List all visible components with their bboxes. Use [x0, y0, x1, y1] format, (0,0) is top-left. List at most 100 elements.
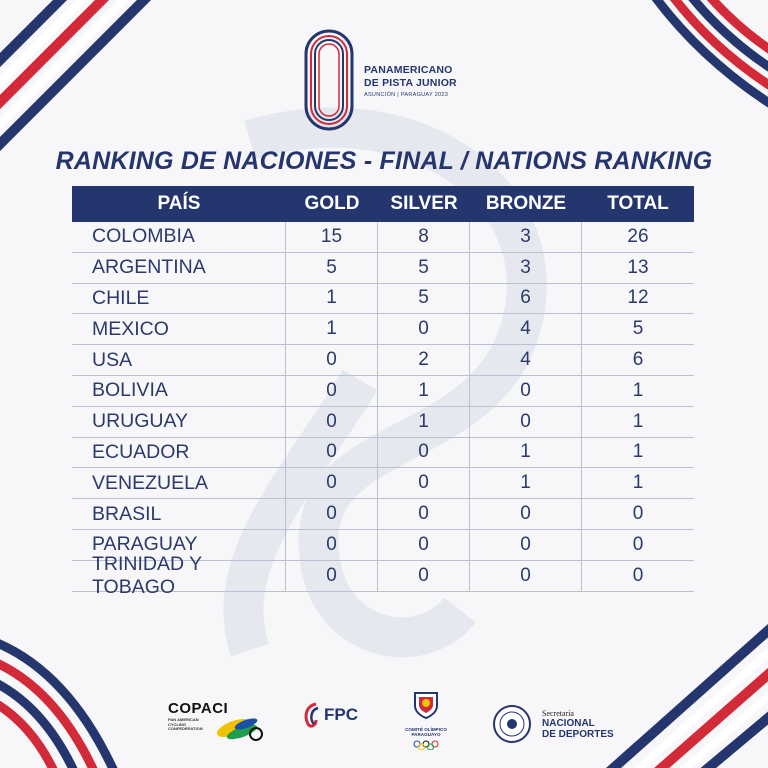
header-total: TOTAL: [607, 193, 669, 214]
snd-line3: DE DEPORTES: [542, 728, 614, 740]
cell-total: 1: [632, 410, 644, 432]
cell-bronze: 0: [470, 375, 582, 406]
cell-total: 0: [632, 564, 644, 586]
cell-bronze: 0: [470, 499, 582, 529]
table-row: ARGENTINA 5 5 3 13: [72, 252, 694, 284]
cell-gold: 0: [286, 560, 378, 591]
event-logo-line1: PANAMERICANO: [364, 64, 453, 76]
header-silver: SILVER: [390, 193, 458, 214]
table-row: TRINIDAD Y TOBAGO 0 0 0 0: [72, 553, 694, 598]
header-bronze: BRONZE: [485, 193, 567, 214]
cell-total: 12: [627, 287, 649, 309]
cell-total: 0: [632, 533, 644, 555]
cell-silver: 0: [378, 314, 470, 345]
table-row: CHILE 1 5 6 12: [72, 283, 694, 315]
cell-country: USA: [72, 345, 286, 375]
cell-gold: 0: [286, 345, 378, 375]
table-header: PAÍS GOLD SILVER BRONZE TOTAL: [72, 186, 694, 222]
copaci-logo: COPACI PAN AMERICAN CYCLING CONFEDERATIO…: [168, 700, 263, 741]
cell-bronze: 6: [470, 283, 582, 314]
cell-total: 13: [627, 256, 649, 278]
header-gold: GOLD: [304, 193, 360, 214]
cell-total: 26: [627, 225, 649, 247]
cell-silver: 2: [378, 345, 470, 375]
cell-bronze: 0: [470, 406, 582, 437]
cell-total: 6: [632, 349, 644, 371]
cell-total: 5: [632, 318, 644, 340]
table-row: PARAGUAY 0 0 0 0: [72, 529, 694, 561]
cell-country: MEXICO: [72, 314, 286, 345]
coparag-logo: COMITÉ OLÍMPICO PARAGUAYO: [396, 690, 456, 755]
cell-gold: 0: [286, 499, 378, 529]
cell-gold: 0: [286, 437, 378, 468]
velodrome-logo-icon: [304, 29, 354, 131]
cell-country: VENEZUELA: [72, 468, 286, 499]
cell-country: BOLIVIA: [72, 375, 286, 406]
cell-silver: 1: [378, 375, 470, 406]
table-row: USA 0 2 4 6: [72, 345, 694, 376]
copaci-name: COPACI: [168, 700, 229, 717]
cell-silver: 5: [378, 252, 470, 283]
cell-silver: 0: [378, 437, 470, 468]
cell-gold: 0: [286, 375, 378, 406]
cell-total: 1: [632, 441, 644, 463]
lion-shield-icon: [414, 692, 438, 720]
header-country: PAÍS: [157, 193, 201, 214]
cell-total: 0: [632, 503, 644, 525]
cell-bronze: 0: [470, 529, 582, 560]
coparag-text: COMITÉ OLÍMPICO PARAGUAYO: [405, 727, 447, 738]
cell-silver: 0: [378, 529, 470, 560]
cell-silver: 5: [378, 283, 470, 314]
event-logo: PANAMERICANO DE PISTA JUNIOR ASUNCIÓN | …: [302, 28, 502, 133]
fpc-logo: FPC: [302, 702, 358, 728]
cell-silver: 8: [378, 222, 470, 252]
ranking-table: PAÍS GOLD SILVER BRONZE TOTAL COLOMBIA 15…: [72, 186, 694, 598]
cell-bronze: 1: [470, 468, 582, 499]
table-row: BOLIVIA 0 1 0 1: [72, 375, 694, 407]
cell-gold: 5: [286, 252, 378, 283]
table-body: COLOMBIA 15 8 3 26 ARGENTINA 5 5 3 13 CHILE 1 5 6 12 ME…: [72, 222, 694, 598]
olympic-rings-icon: [413, 740, 439, 751]
snd-logo: Secretaría NACIONAL DE DEPORTES: [492, 704, 614, 744]
cell-country: COLOMBIA: [72, 222, 286, 252]
sponsor-footer: COPACI PAN AMERICAN CYCLING CONFEDERATIO…: [0, 690, 768, 760]
fpc-emblem-icon: [304, 702, 319, 728]
fpc-name: FPC: [324, 705, 358, 724]
cell-bronze: 1: [470, 437, 582, 468]
cell-bronze: 3: [470, 252, 582, 283]
table-row: VENEZUELA 0 0 1 1: [72, 468, 694, 500]
cell-silver: 0: [378, 560, 470, 591]
event-logo-line2: DE PISTA JUNIOR: [364, 77, 457, 89]
cell-total: 1: [632, 472, 644, 494]
cell-bronze: 4: [470, 314, 582, 345]
cell-bronze: 4: [470, 345, 582, 375]
cell-gold: 15: [286, 222, 378, 252]
table-row: COLOMBIA 15 8 3 26: [72, 222, 694, 253]
table-row: MEXICO 1 0 4 5: [72, 314, 694, 346]
snd-line1: Secretaría: [542, 708, 574, 718]
cell-country: PARAGUAY: [72, 529, 286, 560]
cell-country: TRINIDAD Y TOBAGO: [72, 553, 286, 598]
copaci-subtitle: PAN AMERICAN CYCLING CONFEDERATION: [168, 717, 203, 732]
cycling-wheel-icon: [216, 718, 263, 741]
cell-country: BRASIL: [72, 499, 286, 529]
table-row: BRASIL 0 0 0 0: [72, 499, 694, 530]
page-title: RANKING DE NACIONES - FINAL / NATIONS RA…: [55, 147, 713, 175]
cell-total: 1: [632, 379, 644, 401]
cell-silver: 1: [378, 406, 470, 437]
table-row: ECUADOR 0 0 1 1: [72, 437, 694, 469]
snd-line2: NACIONAL: [542, 717, 595, 729]
event-logo-line3: ASUNCIÓN | PARAGUAY 2023: [364, 92, 449, 98]
cell-country: CHILE: [72, 283, 286, 314]
cell-gold: 1: [286, 314, 378, 345]
paraguay-seal-icon: [493, 705, 531, 743]
cell-country: ARGENTINA: [72, 252, 286, 283]
cell-gold: 1: [286, 283, 378, 314]
cell-country: ECUADOR: [72, 437, 286, 468]
cell-country: URUGUAY: [72, 406, 286, 437]
cell-silver: 0: [378, 499, 470, 529]
cell-silver: 0: [378, 468, 470, 499]
cell-gold: 0: [286, 529, 378, 560]
